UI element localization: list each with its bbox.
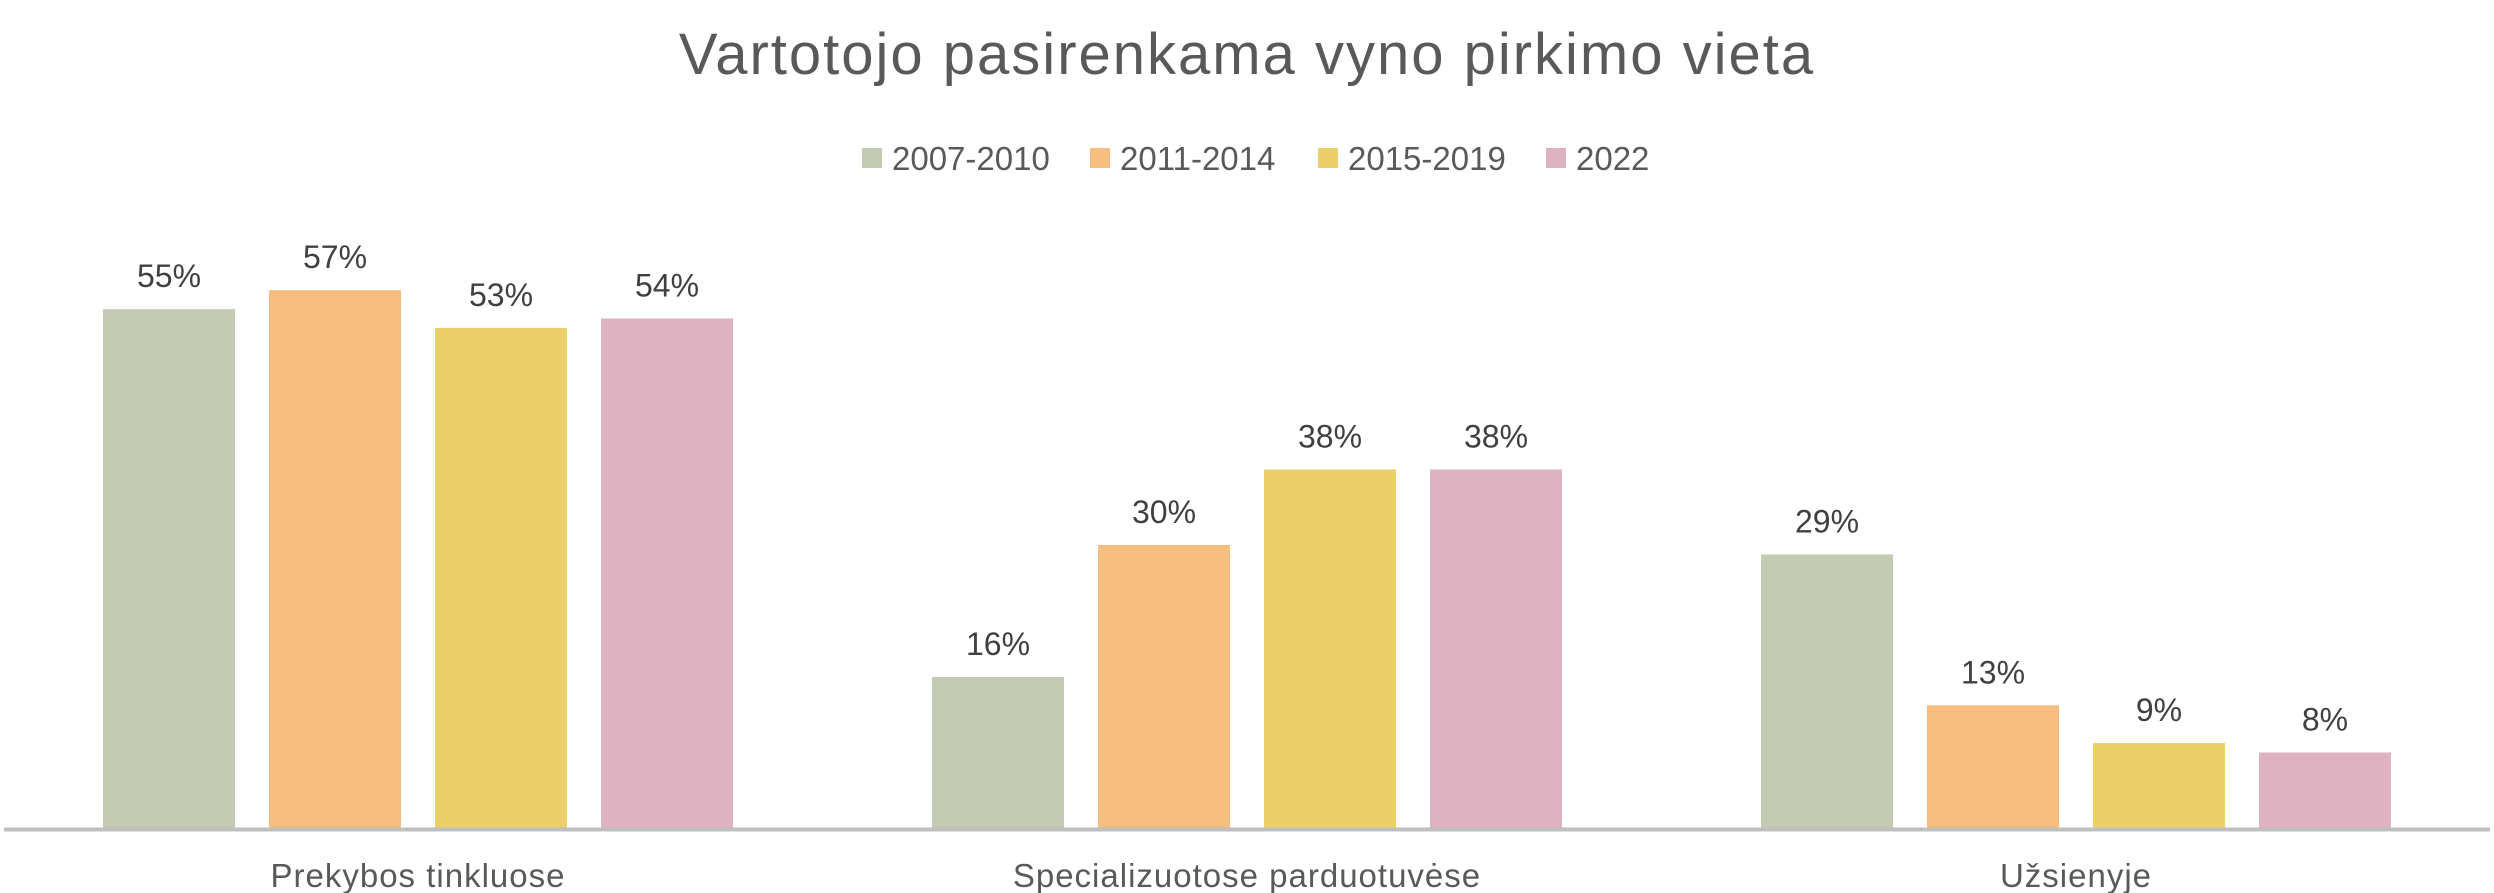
bar-2007-2010-0 — [103, 309, 235, 829]
category-labels-group: Prekybos tinkluose Specializuotose parduo… — [271, 857, 2152, 893]
legend-label: 2007-2010 — [892, 140, 1050, 177]
data-label: 38% — [1298, 419, 1362, 455]
data-label: 54% — [635, 268, 699, 304]
bar-2015-2019-1 — [1264, 469, 1396, 828]
category-label: Prekybos tinkluose — [271, 857, 566, 893]
data-label: 16% — [966, 626, 1030, 662]
legend-swatch — [1546, 148, 1566, 168]
legend-label: 2015-2019 — [1348, 140, 1506, 177]
bar-2015-2019-0 — [435, 327, 567, 828]
bars-group — [103, 290, 2391, 829]
legend-label: 2022 — [1576, 140, 1649, 177]
data-label: 29% — [1795, 503, 1859, 539]
data-label: 30% — [1132, 494, 1196, 530]
bar-2011-2014-0 — [269, 290, 401, 828]
data-label: 13% — [1961, 654, 2025, 690]
bar-2011-2014-1 — [1098, 545, 1230, 829]
category-label: Specializuotose parduotuvėse — [1013, 857, 1481, 893]
category-label: Užsienyje — [2000, 857, 2152, 893]
data-label: 38% — [1464, 419, 1528, 455]
legend: 2007-2010 2011-2014 2015-2019 2022 — [862, 140, 1649, 177]
data-label: 8% — [2302, 702, 2348, 738]
data-label: 57% — [303, 239, 367, 275]
data-label: 9% — [2136, 692, 2182, 728]
legend-label: 2011-2014 — [1120, 140, 1275, 177]
bar-2022-0 — [601, 318, 733, 828]
chart-title: Vartotojo pasirenkama vyno pirkimo vieta — [679, 22, 1815, 87]
bar-2011-2014-2 — [1927, 705, 2059, 828]
legend-swatch — [1090, 148, 1110, 168]
bar-2022-2 — [2259, 752, 2391, 828]
bar-2007-2010-1 — [932, 677, 1064, 828]
data-labels-group: 55% 57% 53% 54% 16% 30% 38% 38% 29% 13% 9% 8% — [137, 239, 2348, 737]
data-label: 55% — [137, 258, 201, 294]
legend-swatch — [862, 148, 882, 168]
legend-swatch — [1318, 148, 1338, 168]
data-label: 53% — [469, 277, 533, 313]
bar-2022-1 — [1430, 469, 1562, 828]
bar-2015-2019-2 — [2093, 743, 2225, 828]
bar-2007-2010-2 — [1761, 554, 1893, 828]
